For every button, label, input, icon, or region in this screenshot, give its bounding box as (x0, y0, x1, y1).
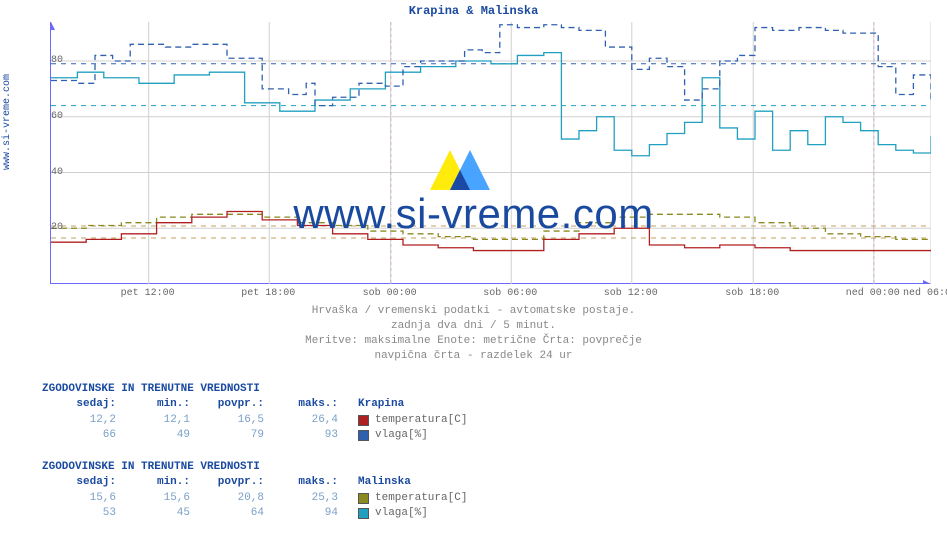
col-now: sedaj: (42, 397, 116, 412)
swatch-icon (358, 430, 369, 441)
watermark-logo-icon (430, 150, 490, 190)
subtitle-line: Meritve: maksimalne Enote: metrične Črta… (0, 334, 947, 349)
chart-subtitle: Hrvaška / vremenski podatki - avtomatske… (0, 304, 947, 363)
x-tick-label: sob 06:00 (483, 288, 537, 299)
stats-block-krapina: ZGODOVINSKE IN TRENUTNE VREDNOSTI sedaj:… (42, 382, 578, 444)
swatch-icon (358, 508, 369, 519)
stats-header: ZGODOVINSKE IN TRENUTNE VREDNOSTI (42, 460, 578, 475)
col-max: maks.: (264, 397, 338, 412)
y-tick-label: 40 (23, 167, 63, 178)
subtitle-line: navpična črta - razdelek 24 ur (0, 349, 947, 364)
val: 94 (264, 506, 338, 521)
val: 15,6 (116, 491, 190, 506)
val: 66 (42, 428, 116, 443)
x-tick-label: ned 06:00 (903, 288, 947, 299)
col-min: min.: (116, 475, 190, 490)
val: 25,3 (264, 491, 338, 506)
col-max: maks.: (264, 475, 338, 490)
val: 79 (190, 428, 264, 443)
series-label: vlaga[%] (375, 506, 428, 521)
series-label: vlaga[%] (375, 428, 428, 443)
x-tick-label: sob 12:00 (604, 288, 658, 299)
val: 12,1 (116, 413, 190, 428)
x-tick-label: ned 00:00 (846, 288, 900, 299)
stats-header: ZGODOVINSKE IN TRENUTNE VREDNOSTI (42, 382, 578, 397)
y-tick-label: 20 (23, 222, 63, 233)
x-tick-label: pet 12:00 (121, 288, 175, 299)
val: 12,2 (42, 413, 116, 428)
chart-plot-area (50, 22, 930, 284)
series-label: temperatura[C] (375, 491, 467, 506)
val: 45 (116, 506, 190, 521)
col-min: min.: (116, 397, 190, 412)
station-name: Malinska (358, 476, 411, 488)
val: 16,5 (190, 413, 264, 428)
col-avg: povpr.: (190, 475, 264, 490)
val: 49 (116, 428, 190, 443)
x-tick-label: sob 00:00 (363, 288, 417, 299)
chart-svg (51, 22, 931, 284)
x-tick-label: sob 18:00 (725, 288, 779, 299)
val: 20,8 (190, 491, 264, 506)
y-tick-label: 60 (23, 111, 63, 122)
col-now: sedaj: (42, 475, 116, 490)
site-label-vertical: www.si-vreme.com (2, 74, 13, 170)
val: 26,4 (264, 413, 338, 428)
swatch-icon (358, 493, 369, 504)
col-avg: povpr.: (190, 397, 264, 412)
x-tick-label: pet 18:00 (241, 288, 295, 299)
y-tick-label: 80 (23, 55, 63, 66)
chart-title: Krapina & Malinska (0, 4, 947, 18)
val: 15,6 (42, 491, 116, 506)
subtitle-line: Hrvaška / vremenski podatki - avtomatske… (0, 304, 947, 319)
stats-block-malinska: ZGODOVINSKE IN TRENUTNE VREDNOSTI sedaj:… (42, 460, 578, 522)
val: 53 (42, 506, 116, 521)
val: 93 (264, 428, 338, 443)
val: 64 (190, 506, 264, 521)
series-label: temperatura[C] (375, 413, 467, 428)
station-name: Krapina (358, 398, 404, 410)
subtitle-line: zadnja dva dni / 5 minut. (0, 319, 947, 334)
swatch-icon (358, 415, 369, 426)
